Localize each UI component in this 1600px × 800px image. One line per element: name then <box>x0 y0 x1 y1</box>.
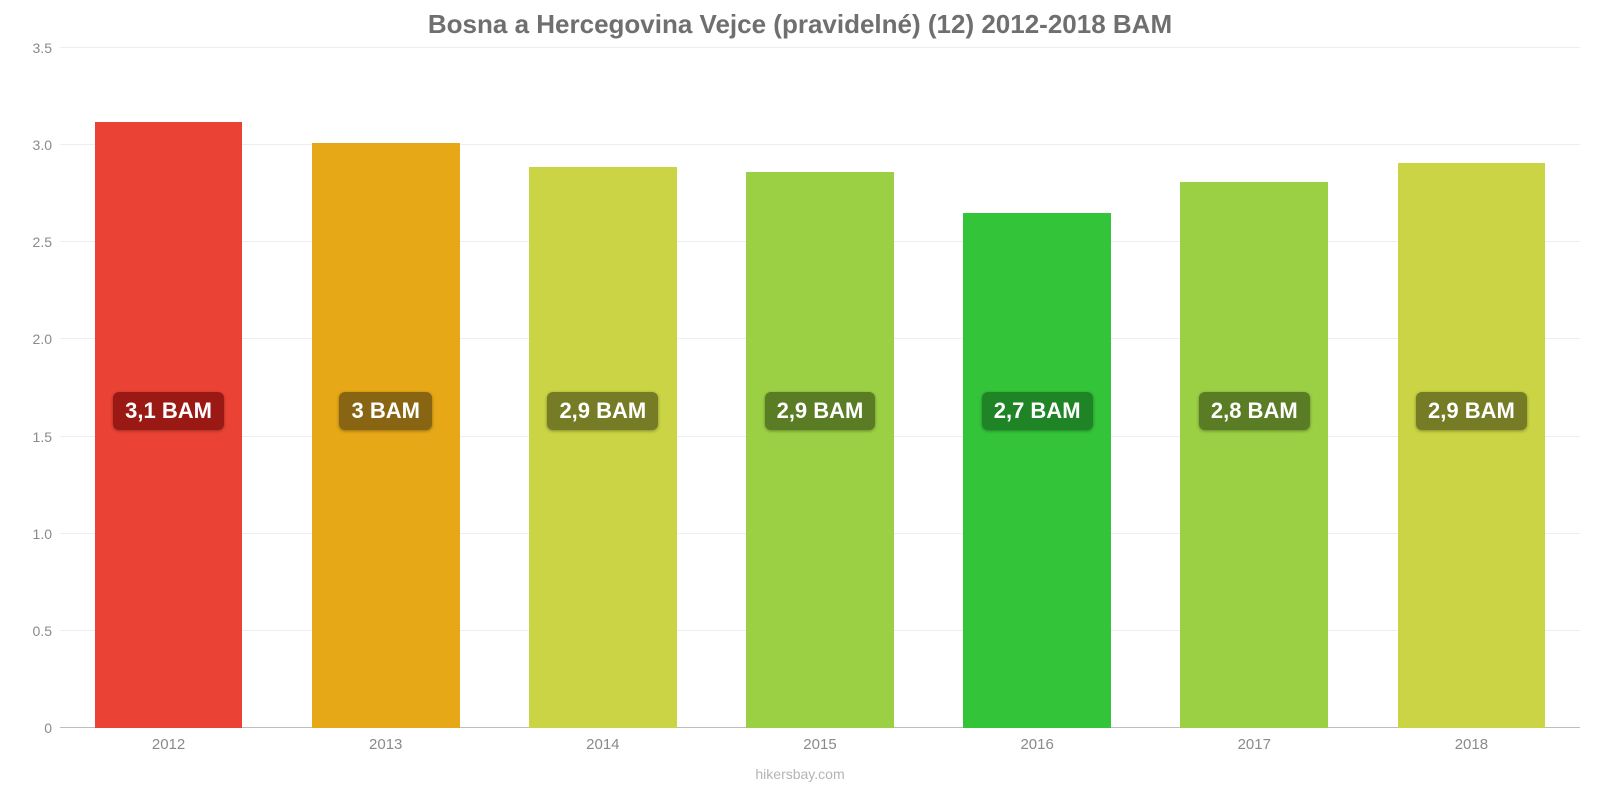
y-tick-label: 0.5 <box>33 623 52 639</box>
bar-slot: 3 BAM <box>277 48 494 728</box>
x-tick-label: 2014 <box>494 728 711 762</box>
x-tick-label: 2012 <box>60 728 277 762</box>
y-tick-label: 1.5 <box>33 429 52 445</box>
bar: 3 BAM <box>312 143 460 728</box>
y-tick-label: 0 <box>44 720 52 736</box>
x-tick-label: 2017 <box>1146 728 1363 762</box>
x-tick-label: 2016 <box>929 728 1146 762</box>
bar-slot: 2,8 BAM <box>1146 48 1363 728</box>
bar-value-badge: 2,9 BAM <box>547 392 658 430</box>
bar-value-badge: 2,8 BAM <box>1199 392 1310 430</box>
bar-value-badge: 2,9 BAM <box>1416 392 1527 430</box>
bar: 2,8 BAM <box>1180 182 1328 728</box>
bar-value-badge: 3 BAM <box>339 392 431 430</box>
x-tick-label: 2013 <box>277 728 494 762</box>
y-tick-label: 2.5 <box>33 234 52 250</box>
y-tick-label: 2.0 <box>33 331 52 347</box>
bar-slot: 2,7 BAM <box>929 48 1146 728</box>
bars-layer: 3,1 BAM 3 BAM 2,9 BAM 2,9 BAM 2,7 BAM 2,8 BAM… <box>60 48 1580 728</box>
bar: 2,9 BAM <box>1398 163 1546 728</box>
bar-slot: 2,9 BAM <box>494 48 711 728</box>
y-tick-label: 3.0 <box>33 137 52 153</box>
bar: 2,7 BAM <box>963 213 1111 728</box>
chart-title: Bosna a Hercegovina Vejce (pravidelné) (… <box>0 0 1600 48</box>
chart-container: Bosna a Hercegovina Vejce (pravidelné) (… <box>0 0 1600 800</box>
x-tick-label: 2015 <box>711 728 928 762</box>
y-tick-label: 3.5 <box>33 40 52 56</box>
bar: 3,1 BAM <box>95 122 243 728</box>
x-axis: 2012201320142015201620172018 <box>60 728 1580 762</box>
bar-slot: 3,1 BAM <box>60 48 277 728</box>
bar-value-badge: 2,9 BAM <box>765 392 876 430</box>
attribution: hikersbay.com <box>0 762 1600 800</box>
x-tick-label: 2018 <box>1363 728 1580 762</box>
plot-area: 00.51.01.52.02.53.03.5 3,1 BAM3 BAM2,9 B… <box>0 48 1600 728</box>
y-axis: 00.51.01.52.02.53.03.5 <box>0 48 60 728</box>
bar-value-badge: 3,1 BAM <box>113 392 224 430</box>
bar-slot: 2,9 BAM <box>711 48 928 728</box>
bar: 2,9 BAM <box>746 172 894 728</box>
bar: 2,9 BAM <box>529 167 677 728</box>
y-tick-label: 1.0 <box>33 526 52 542</box>
bar-value-badge: 2,7 BAM <box>982 392 1093 430</box>
bar-slot: 2,9 BAM <box>1363 48 1580 728</box>
